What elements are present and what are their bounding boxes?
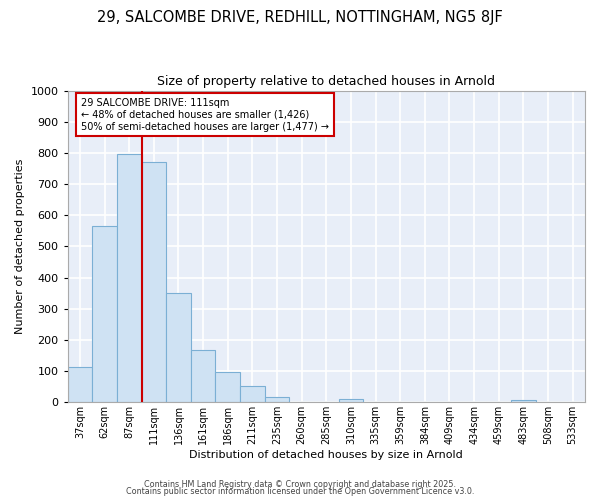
Text: Contains public sector information licensed under the Open Government Licence v3: Contains public sector information licen… xyxy=(126,487,474,496)
Bar xyxy=(338,398,363,402)
Bar xyxy=(511,400,536,402)
Bar xyxy=(240,386,265,402)
Text: 29, SALCOMBE DRIVE, REDHILL, NOTTINGHAM, NG5 8JF: 29, SALCOMBE DRIVE, REDHILL, NOTTINGHAM,… xyxy=(97,10,503,25)
Bar xyxy=(68,367,92,402)
Bar xyxy=(117,154,142,402)
Title: Size of property relative to detached houses in Arnold: Size of property relative to detached ho… xyxy=(157,75,495,88)
Bar xyxy=(191,350,215,403)
Bar xyxy=(215,372,240,402)
Bar xyxy=(92,226,117,402)
Text: Contains HM Land Registry data © Crown copyright and database right 2025.: Contains HM Land Registry data © Crown c… xyxy=(144,480,456,489)
Y-axis label: Number of detached properties: Number of detached properties xyxy=(15,158,25,334)
Text: 29 SALCOMBE DRIVE: 111sqm
← 48% of detached houses are smaller (1,426)
50% of se: 29 SALCOMBE DRIVE: 111sqm ← 48% of detac… xyxy=(81,98,329,132)
X-axis label: Distribution of detached houses by size in Arnold: Distribution of detached houses by size … xyxy=(190,450,463,460)
Bar xyxy=(265,396,289,402)
Bar xyxy=(166,293,191,403)
Bar xyxy=(142,162,166,402)
